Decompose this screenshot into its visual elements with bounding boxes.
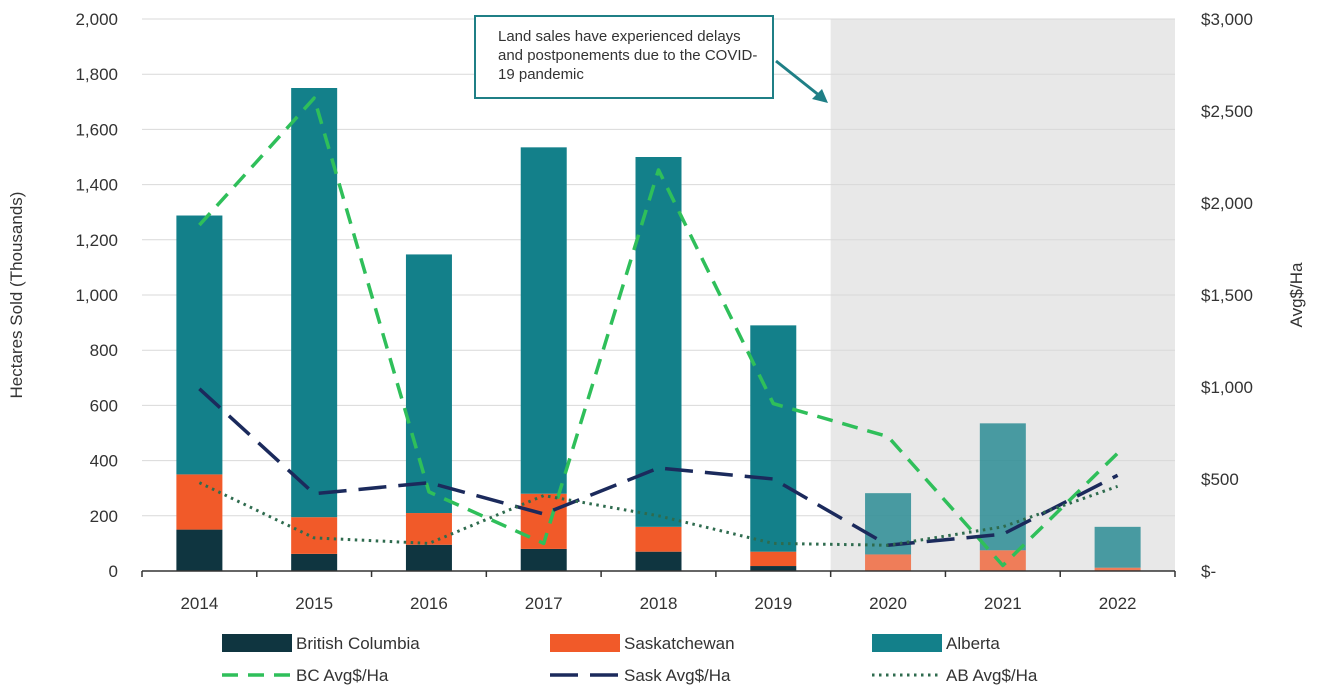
line-bc-avg-ha — [198, 96, 1119, 568]
bar-british-columbia — [291, 553, 338, 571]
legend-swatch — [550, 634, 620, 652]
axes: 0 200 400 600 800 1,000 1,200 1,400 1,600 1,800 2,… — [75, 10, 1253, 613]
bar-saskatchewan — [405, 513, 452, 545]
x-tick-label: 2020 — [869, 594, 907, 613]
x-tick-label: 2015 — [295, 594, 333, 613]
x-tick-label: 2021 — [984, 594, 1022, 613]
legend-label: British Columbia — [296, 634, 420, 653]
legend-swatch — [222, 634, 292, 652]
bar-saskatchewan — [979, 550, 1026, 571]
y-tick-label: 1,200 — [75, 231, 118, 250]
legend-label: Saskatchewan — [624, 634, 735, 653]
bar-british-columbia — [520, 548, 567, 571]
legend: British Columbia Saskatchewan Alberta BC Av… — [222, 634, 1038, 685]
bar-alberta — [520, 147, 567, 494]
bar-saskatchewan — [635, 526, 682, 552]
legend-swatch — [872, 634, 942, 652]
bar-british-columbia — [635, 551, 682, 571]
x-tick-label: 2014 — [180, 594, 218, 613]
y-tick-label: 1,400 — [75, 176, 118, 195]
bar-british-columbia — [176, 529, 223, 571]
bar-alberta — [750, 325, 797, 552]
bar-alberta — [979, 423, 1026, 551]
y-tick-label: 1,600 — [75, 120, 118, 139]
bar-alberta — [1094, 526, 1141, 568]
x-tick-label: 2019 — [754, 594, 792, 613]
x-tick-label: 2022 — [1099, 594, 1137, 613]
legend-item: Saskatchewan — [550, 634, 735, 653]
bar-british-columbia — [750, 566, 797, 571]
line-ab-avg-ha — [198, 481, 1119, 547]
bar-saskatchewan — [1094, 567, 1141, 571]
x-tick-label: 2018 — [640, 594, 678, 613]
legend-item: British Columbia — [222, 634, 420, 653]
legend-label: AB Avg$/Ha — [946, 666, 1038, 685]
y2-tick-label: $500 — [1201, 470, 1239, 489]
y2-tick-label: $2,500 — [1201, 102, 1253, 121]
bar-saskatchewan — [291, 517, 338, 554]
legend-item: BC Avg$/Ha — [222, 666, 389, 685]
legend-label: Alberta — [946, 634, 1000, 653]
y-tick-label: 1,000 — [75, 286, 118, 305]
bar-saskatchewan — [865, 554, 912, 571]
y2-axis-title: Avg$/Ha — [1287, 262, 1306, 327]
annotation-box: Land sales have experienced delays and p… — [474, 15, 774, 99]
bar-british-columbia — [405, 544, 452, 571]
legend-label: BC Avg$/Ha — [296, 666, 389, 685]
bar-alberta — [176, 215, 223, 475]
y2-tick-label: $- — [1201, 562, 1216, 581]
y-tick-label: 200 — [90, 507, 118, 526]
y2-tick-label: $1,000 — [1201, 378, 1253, 397]
bar-alberta — [291, 88, 338, 518]
annotation-arrow — [775, 59, 828, 103]
legend-item: Sask Avg$/Ha — [550, 666, 731, 685]
y2-tick-label: $3,000 — [1201, 10, 1253, 29]
bar-alberta — [635, 157, 682, 527]
series-lines — [198, 96, 1119, 568]
y-tick-label: 400 — [90, 452, 118, 471]
y-tick-label: 1,800 — [75, 65, 118, 84]
x-tick-label: 2016 — [410, 594, 448, 613]
bar-alberta — [405, 254, 452, 514]
x-tick-label: 2017 — [525, 594, 563, 613]
y2-tick-label: $1,500 — [1201, 286, 1253, 305]
y-tick-label: 800 — [90, 341, 118, 360]
y-tick-label: 2,000 — [75, 10, 118, 29]
y-tick-label: 600 — [90, 396, 118, 415]
legend-item: Alberta — [872, 634, 1000, 653]
legend-label: Sask Avg$/Ha — [624, 666, 731, 685]
y-tick-label: 0 — [109, 562, 118, 581]
bar-saskatchewan — [750, 551, 797, 567]
bars — [176, 88, 1141, 571]
y-axis-title: Hectares Sold (Thousands) — [7, 192, 26, 399]
legend-item: AB Avg$/Ha — [872, 666, 1038, 685]
y2-tick-label: $2,000 — [1201, 194, 1253, 213]
